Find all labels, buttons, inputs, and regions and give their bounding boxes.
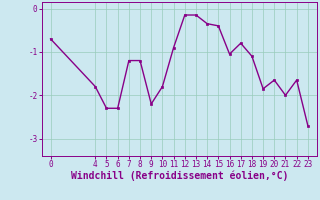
X-axis label: Windchill (Refroidissement éolien,°C): Windchill (Refroidissement éolien,°C) [70, 171, 288, 181]
